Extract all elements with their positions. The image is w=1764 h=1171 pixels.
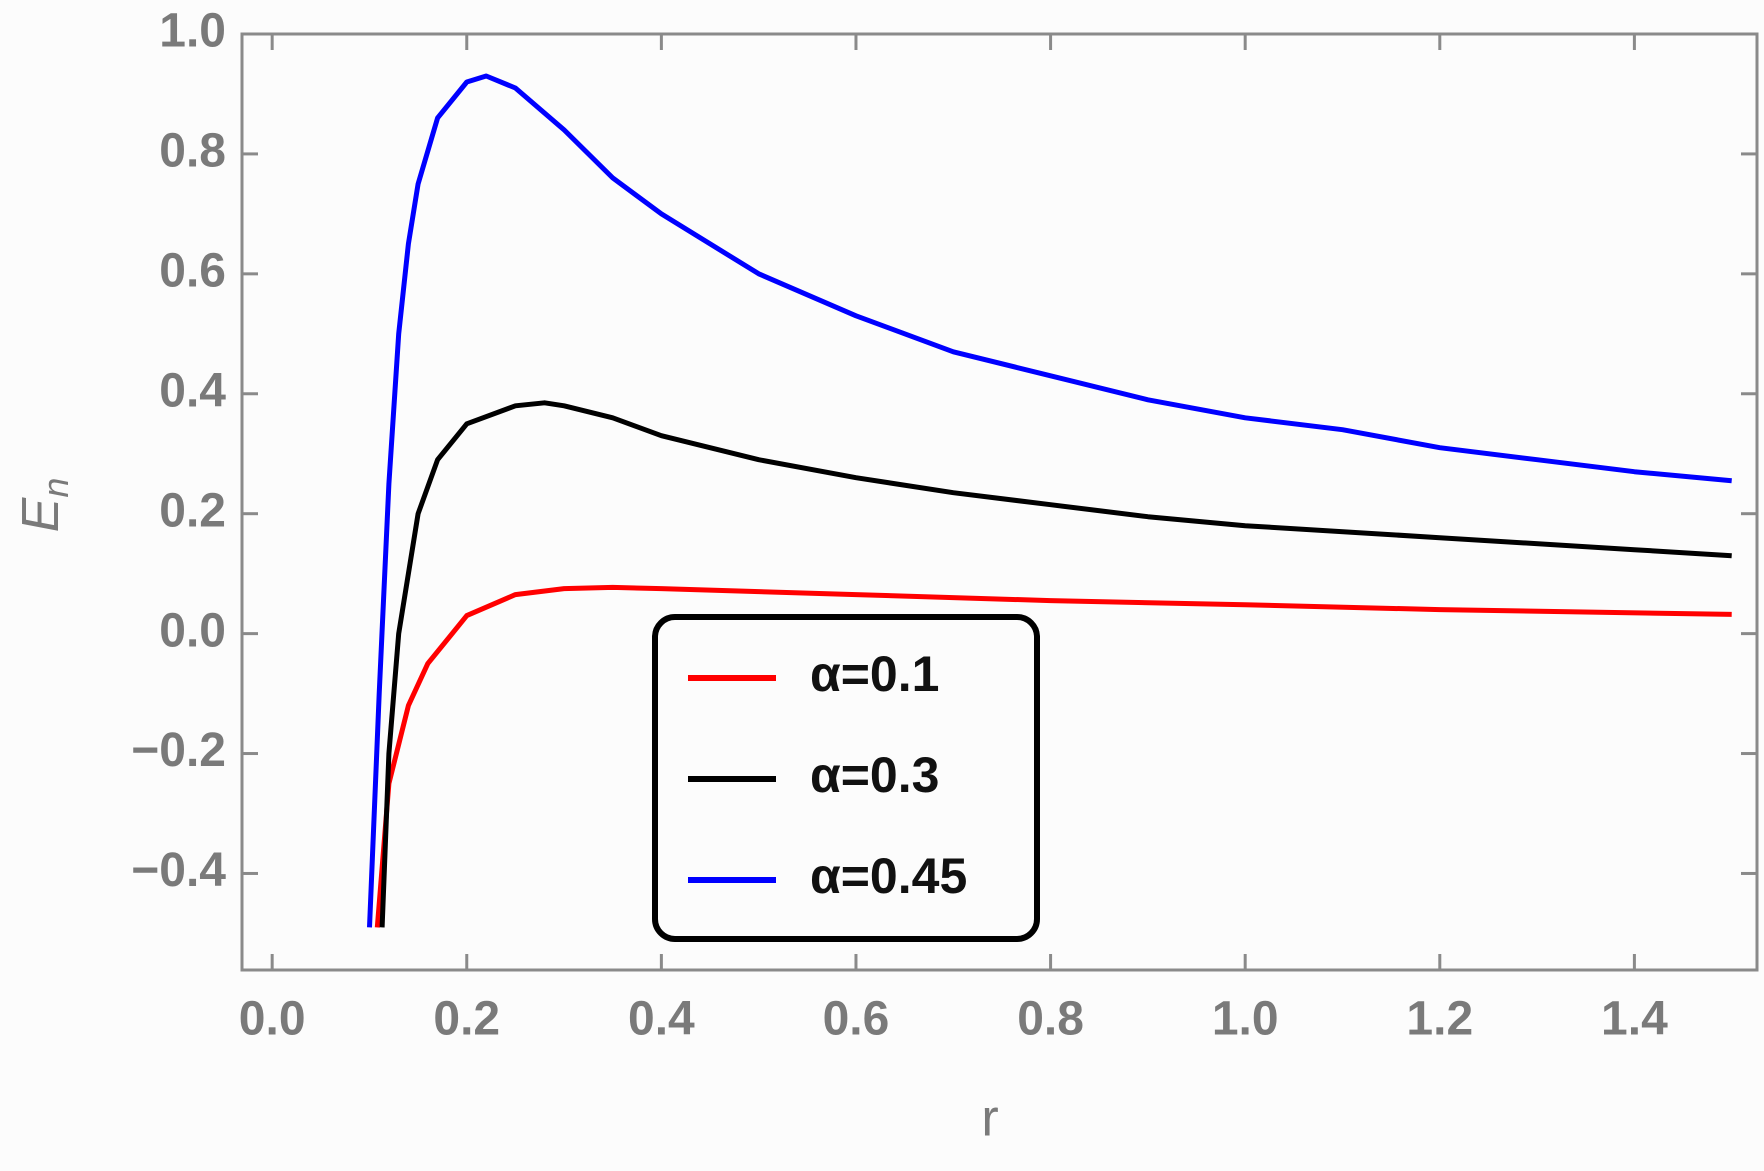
y-tick-label: 0.4 (159, 364, 226, 417)
x-tick-label: 1.0 (1212, 993, 1279, 1046)
y-tick-label: −0.4 (131, 844, 226, 897)
x-tick-label: 0.4 (628, 993, 695, 1046)
legend: α=0.1 α=0.3 α=0.45 (652, 614, 1040, 942)
y-tick-label: −0.2 (131, 724, 226, 777)
x-tick-label: 1.2 (1406, 993, 1473, 1046)
line-series (379, 400, 1732, 928)
legend-label: α=0.3 (810, 747, 939, 803)
legend-label: α=0.1 (810, 646, 939, 702)
legend-label: α=0.45 (810, 848, 967, 904)
legend-box (652, 614, 1040, 942)
x-tick-label: 0.8 (1017, 993, 1084, 1046)
y-axis-label-subscript: n (35, 478, 76, 498)
line-series (367, 73, 1732, 928)
y-axis-label-main: E (12, 496, 70, 532)
x-axis-label: r (981, 1090, 998, 1148)
x-tick-label: 0.2 (433, 993, 500, 1046)
x-tick-label: 0.0 (239, 993, 306, 1046)
x-tick-label: 1.4 (1601, 993, 1668, 1046)
y-tick-label: 0.6 (159, 245, 226, 298)
line-series (374, 584, 1732, 928)
y-tick-label: 0.0 (159, 604, 226, 657)
y-tick-label: 0.8 (159, 125, 226, 178)
y-tick-label: 0.2 (159, 484, 226, 537)
y-axis-label: En (12, 478, 76, 533)
y-tick-label: 1.0 (159, 5, 226, 58)
x-tick-label: 0.6 (823, 993, 890, 1046)
